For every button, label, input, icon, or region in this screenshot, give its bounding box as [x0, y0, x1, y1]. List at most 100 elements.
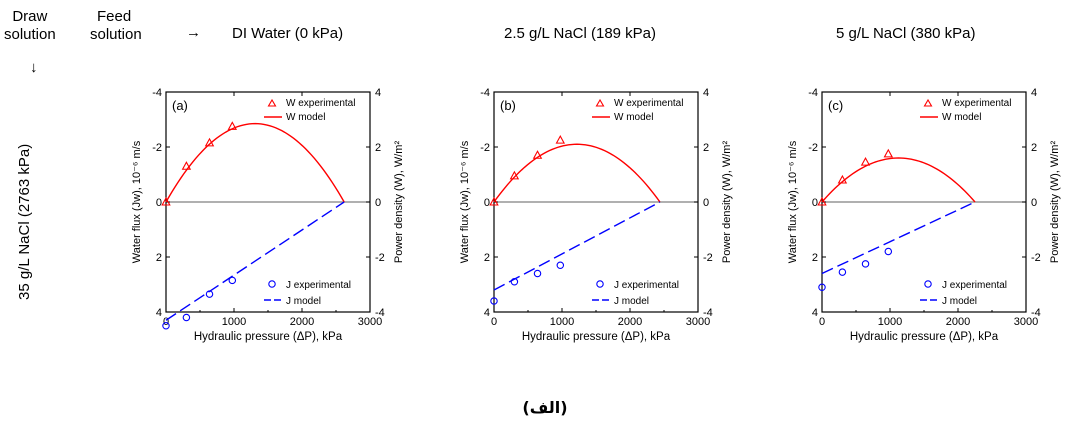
j-model-line — [821, 201, 976, 275]
y-left-axis-label: Water flux (Jw), 10⁻⁶ m/s — [131, 140, 143, 263]
y-right-tick-label: 4 — [375, 87, 381, 99]
chart-panel-b: 0 1000 2000 3000 4 2 0 -2 -4 -4 -2 0 2 4 Hydraulic pre… — [459, 87, 733, 343]
y-right-tick-label: -4 — [703, 307, 713, 319]
y-left-tick-label: -4 — [808, 87, 818, 99]
figure-caption: (الف) — [522, 398, 568, 417]
y-right-tick-label: -4 — [1031, 307, 1041, 319]
feed-solution-line2: solution — [90, 26, 142, 43]
legend-j-model-label: J model — [614, 296, 649, 307]
legend-w-model-label: W model — [286, 112, 325, 123]
legend-j-experimental-marker — [924, 280, 932, 288]
y-right-tick-label: 0 — [1031, 197, 1037, 209]
draw-solution-line1: Draw — [12, 8, 48, 25]
down-arrow-icon: ↓ — [30, 59, 38, 76]
j-model-line — [493, 201, 661, 291]
j-experimental-point — [884, 247, 893, 256]
y-left-axis-label: Water flux (Jw), 10⁻⁶ m/s — [787, 140, 799, 263]
y-left-tick-label: 0 — [812, 197, 818, 209]
column-title-b: 2.5 g/L NaCl (189 kPa) — [504, 25, 657, 42]
column-title-a: DI Water (0 kPa) — [232, 25, 344, 42]
j-experimental-point — [162, 322, 170, 330]
w-experimental-point — [883, 148, 894, 158]
x-tick-label: 0 — [819, 316, 825, 328]
row-label: 35 g/L NaCl (2763 kPa) — [16, 143, 33, 300]
legend-j-experimental-label: J experimental — [286, 280, 351, 291]
w-experimental-point — [161, 196, 171, 206]
j-experimental-point — [838, 268, 847, 276]
column-title-c: 5 g/L NaCl (380 kPa) — [836, 25, 976, 42]
y-left-tick-label: -2 — [480, 142, 490, 154]
draw-solution-label: Draw solution — [4, 8, 56, 44]
panel-label: (c) — [828, 98, 843, 113]
legend-w-experimental-label: W experimental — [286, 98, 355, 109]
y-left-tick-label: 2 — [812, 252, 818, 264]
y-left-tick-label: 4 — [156, 307, 162, 319]
legend-w-experimental-label: W experimental — [614, 98, 683, 109]
legend-j-model-label: J model — [942, 296, 977, 307]
x-tick-label: 1000 — [550, 316, 574, 328]
w-experimental-point — [509, 170, 520, 180]
w-experimental-point — [817, 196, 827, 206]
y-right-tick-label: 4 — [1031, 87, 1037, 99]
y-left-tick-label: -2 — [808, 142, 818, 154]
y-right-axis-label: Power density (W), W/m² — [721, 141, 733, 264]
y-left-tick-label: 4 — [812, 307, 818, 319]
w-experimental-point — [227, 121, 238, 130]
legend-j-experimental-marker — [268, 280, 276, 288]
w-experimental-point — [532, 150, 543, 159]
y-left-tick-label: -2 — [152, 142, 162, 154]
x-tick-label: 1000 — [222, 316, 246, 328]
y-right-tick-label: -4 — [375, 307, 385, 319]
j-experimental-point — [533, 269, 542, 278]
y-left-axis-label: Water flux (Jw), 10⁻⁶ m/s — [459, 140, 471, 263]
chart-panel-c: 0 1000 2000 3000 4 2 0 -2 -4 -4 -2 0 2 4 Hydraulic pre… — [787, 87, 1061, 343]
y-right-tick-label: -2 — [703, 252, 713, 264]
legend-w-model-label: W model — [614, 112, 653, 123]
x-tick-label: 3000 — [686, 316, 710, 328]
legend-j-experimental-marker — [596, 280, 604, 288]
x-tick-label: 2000 — [946, 316, 970, 328]
j-model-line — [165, 201, 345, 321]
y-right-tick-label: 2 — [375, 142, 381, 154]
y-left-tick-label: 0 — [484, 197, 490, 209]
x-tick-label: 1000 — [878, 316, 902, 328]
j-experimental-point — [510, 278, 519, 286]
y-left-tick-label: -4 — [480, 87, 490, 99]
j-experimental-point — [556, 261, 565, 270]
j-experimental-point — [228, 276, 237, 285]
y-left-tick-label: -4 — [152, 87, 162, 99]
y-right-axis-label: Power density (W), W/m² — [1049, 141, 1061, 264]
legend-j-experimental-label: J experimental — [942, 280, 1007, 291]
panel-label: (a) — [172, 98, 188, 113]
y-right-tick-label: -2 — [375, 252, 385, 264]
feed-solution-label: Feed solution — [90, 8, 142, 44]
y-right-tick-label: -2 — [1031, 252, 1041, 264]
feed-solution-line1: Feed — [97, 8, 132, 25]
legend-w-experimental-marker — [595, 98, 605, 107]
w-model-line — [165, 122, 345, 203]
j-experimental-point — [818, 283, 826, 292]
w-experimental-point — [489, 196, 499, 206]
y-right-tick-label: 2 — [1031, 142, 1037, 154]
w-experimental-point — [181, 161, 192, 170]
right-arrow-icon: → — [186, 24, 201, 41]
y-right-tick-label: 0 — [703, 197, 709, 209]
legend-w-experimental-marker — [923, 98, 933, 107]
j-experimental-point — [490, 297, 498, 305]
y-right-tick-label: 0 — [375, 197, 381, 209]
legend-w-experimental-marker — [267, 98, 277, 107]
x-axis-label: Hydraulic pressure (ΔP), kPa — [194, 331, 343, 343]
y-right-tick-label: 4 — [703, 87, 709, 99]
j-experimental-point — [205, 290, 214, 298]
w-model-line — [493, 143, 661, 203]
j-experimental-point — [861, 260, 870, 268]
x-tick-label: 2000 — [290, 316, 314, 328]
w-experimental-point — [837, 174, 848, 184]
legend-w-model-label: W model — [942, 112, 981, 123]
legend-j-experimental-label: J experimental — [614, 280, 679, 291]
w-experimental-point — [860, 156, 871, 166]
panel-label: (b) — [500, 98, 516, 113]
x-tick-label: 3000 — [1014, 316, 1038, 328]
y-left-tick-label: 0 — [156, 197, 162, 209]
